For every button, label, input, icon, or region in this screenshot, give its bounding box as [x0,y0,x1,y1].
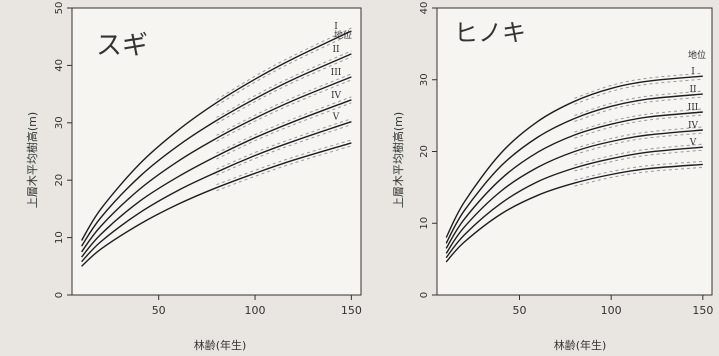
series-group [81,27,352,267]
y-tick-label: 0 [419,292,430,298]
x-tick-label: 150 [341,304,362,317]
series-1-line [445,75,703,238]
x-tick-label: 150 [692,304,713,317]
series-1-label: I [691,67,695,77]
series-5-line [81,121,352,263]
series-4-label: IV [331,91,342,101]
series-3-range-line [216,79,352,142]
chart-title: ヒノキ [454,19,526,47]
series-5-range-line [574,149,703,172]
series-2-range-line [574,96,703,122]
series-5-label: V [332,113,340,123]
series-4-range-line [216,96,352,154]
x-tick-label: 100 [601,304,622,317]
y-tick-label: 10 [419,217,430,230]
y-axis-label: 上層木平均樹高(m) [391,112,405,208]
y-axis-label: 上層木平均樹高(m) [25,112,39,208]
y-tick-label: 20 [419,145,430,158]
series-1-range-line [216,33,352,107]
series-3-range-line [216,73,352,136]
series-1-line [81,30,352,241]
series-6-range-line [574,160,703,181]
y-tick-label: 30 [54,116,65,129]
tick-group: 50 100 150 0 10 20 30 40 50 [54,2,362,317]
series-2-line [81,53,352,247]
series-1-range-line [216,27,352,101]
x-tick-label: 50 [513,304,527,317]
series-2-label: II [332,45,340,55]
x-axis-label: 林齢(年生) [194,338,247,352]
y-tick-label: 50 [54,2,65,15]
series-6-range-line [216,139,352,186]
series-3-range-line [574,114,703,139]
series-3-label: III [331,68,342,78]
chart-panel-hinoki: ヒノキ 地位 林齢(年生) 上層木平均樹高(m) 50 100 150 0 10 20 30… [391,2,713,352]
y-tick-label: 40 [54,59,65,72]
series-2-range-line [574,90,703,116]
series-3-label: III [688,103,699,113]
series-5-label: V [689,138,697,148]
series-1-range-line [574,72,703,99]
tick-group: 50 100 150 0 10 20 30 40 [419,2,713,317]
y-tick-label: 0 [54,292,65,298]
series-4-range-line [216,102,352,160]
series-5-line [445,146,703,259]
chart-panel-sugi: スギ 地位 林齢(年生) 上層木平均樹高(m) 50 100 15001020304… [25,2,362,352]
series-6-line [81,142,352,267]
series-2-range-line [216,56,352,124]
series-2-range-line [216,50,352,118]
y-tick-label: 20 [54,174,65,187]
series-6-range-line [574,166,703,187]
series-2-label: II [689,85,697,95]
x-tick-label: 100 [245,304,266,317]
series-4-label: IV [688,121,699,131]
chart-title: スギ [96,31,148,61]
x-tick-label: 50 [152,304,166,317]
series-3-range-line [574,108,703,133]
series-2-line [445,93,703,244]
series-6-line [445,163,703,263]
series-5-range-line [216,124,352,176]
series-6-range-line [216,145,352,192]
series-1-label: I [334,22,338,32]
x-axis-label: 林齢(年生) [554,338,607,352]
legend-title: 地位 [688,49,706,61]
y-tick-label: 40 [419,2,430,15]
y-tick-label: 10 [54,231,65,244]
series-4-range-line [574,126,703,149]
series-5-range-line [216,118,352,170]
series-4-line [445,129,703,254]
series-3-line [81,76,352,253]
y-tick-label: 30 [419,73,430,86]
series-3-line [445,111,703,249]
series-5-range-line [574,143,703,166]
series-1-range-line [574,78,703,105]
series-4-range-line [574,132,703,155]
series-group [445,72,703,263]
series-4-line [81,99,352,258]
